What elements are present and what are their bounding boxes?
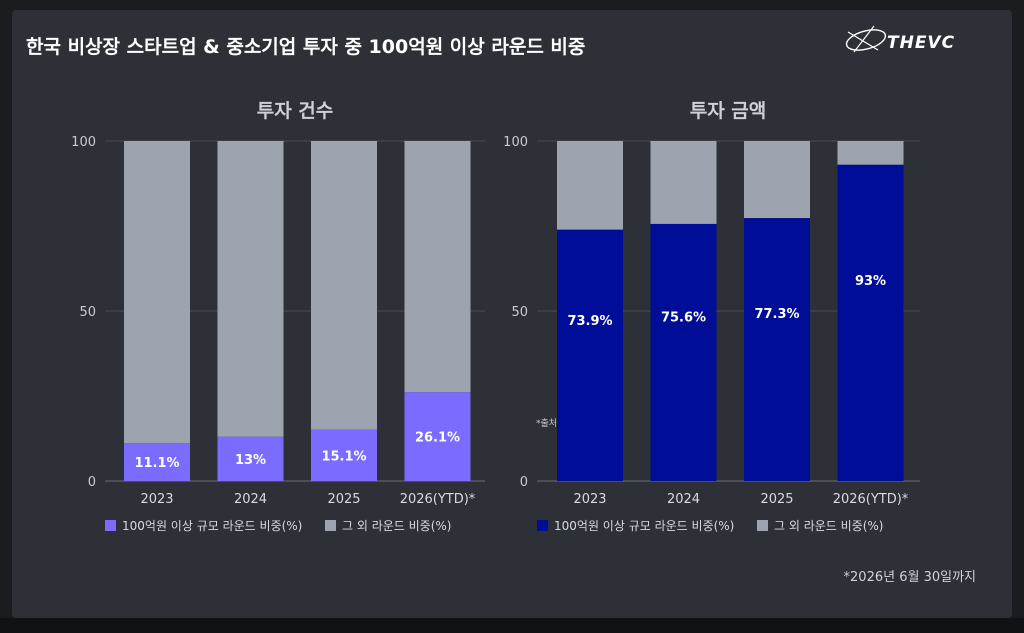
chart-title: 투자 건수 [257,100,334,122]
data-label: 26.1% [415,431,460,446]
y-tick-label: 100 [71,135,96,150]
bar-other [650,141,717,224]
bar-other [124,141,190,444]
logo-text: THEVC [887,33,956,53]
data-label: 15.1% [321,449,366,464]
chart-title: 투자 금액 [690,100,767,122]
legend-swatch [757,520,768,531]
page-title: 한국 비상장 스타트업 & 중소기업 투자 중 100억원 이상 라운드 비중 [26,36,586,58]
data-label: 93% [855,274,886,289]
y-tick-label: 0 [520,475,528,490]
y-tick-label: 0 [88,475,96,490]
x-tick-label: 2026(YTD)* [400,492,476,507]
chart-panel-2: 투자 금액 0 50 100 73.9% 2023 75.6% 2024 77.3% 2025 93… [503,100,920,533]
x-tick-label: 2024 [234,492,267,507]
x-tick-label: 2025 [760,492,793,507]
bar-main [557,229,623,481]
bar-other [837,141,904,165]
bar-other [404,141,471,393]
bar-other [744,141,810,219]
bar-main [217,436,284,481]
bar-other [311,141,377,430]
data-label: 73.9% [567,314,612,329]
x-tick-label: 2023 [140,492,173,507]
legend-swatch [325,520,336,531]
bar-main [124,443,190,481]
legend-label: 100억원 이상 규모 라운드 비중(%) [122,519,302,533]
data-label: 75.6% [661,311,706,326]
y-tick-label: 100 [503,135,528,150]
logo-swoosh-icon [845,25,887,53]
bottom-strip [0,618,1024,633]
x-tick-label: 2024 [667,492,700,507]
legend-swatch [537,520,548,531]
bar-main [311,429,377,481]
y-tick-label: 50 [79,305,96,320]
source-note: *출처 [536,419,556,429]
bar-main [404,392,471,481]
data-label: 13% [235,453,266,468]
legend-label: 그 외 라운드 비중(%) [774,519,884,533]
x-tick-label: 2026(YTD)* [833,492,909,507]
bar-other [557,141,623,230]
bar-main [837,164,904,482]
y-tick-label: 50 [511,305,528,320]
legend-label: 100억원 이상 규모 라운드 비중(%) [554,519,734,533]
bar-other [217,141,284,437]
data-label: 77.3% [754,307,799,322]
data-label: 11.1% [134,456,179,471]
legend-swatch [105,520,116,531]
bar-main [650,223,717,481]
footnote: *2026년 6월 30일까지 [843,570,976,585]
bar-main [744,218,810,481]
chart-panel-1: 투자 건수 0 50 100 11.1% 2023 13% 2024 15.1% 2025 26.1… [71,100,485,533]
x-tick-label: 2023 [573,492,606,507]
x-tick-label: 2025 [327,492,360,507]
legend-label: 그 외 라운드 비중(%) [342,519,452,533]
